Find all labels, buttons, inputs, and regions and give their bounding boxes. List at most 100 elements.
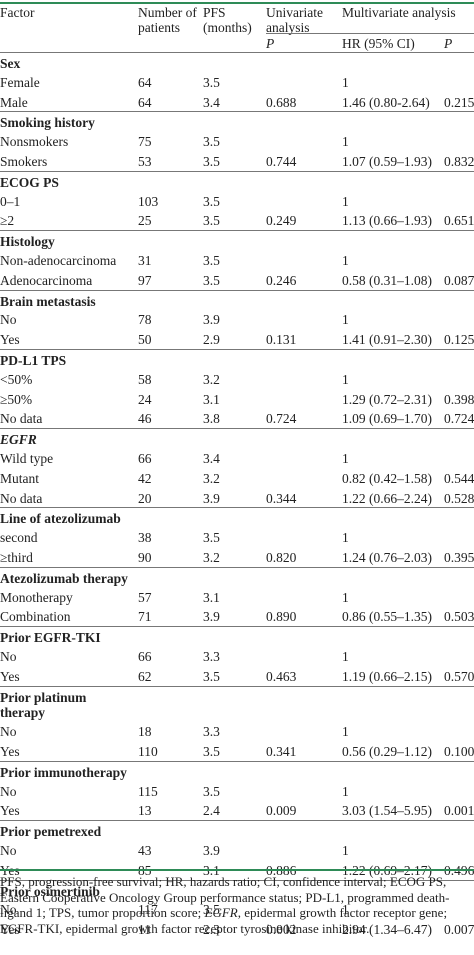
header-univariate: Univariate analysis [266, 5, 323, 35]
section-heading: PD-L1 TPS [0, 350, 474, 372]
cell-patients: 78 [138, 312, 152, 328]
header-factor: Factor [0, 5, 35, 20]
cell-pfs: 3.3 [203, 724, 220, 740]
section-rule [0, 685, 474, 687]
table-row: No 66 3.3 1 [0, 646, 474, 668]
section-heading: Brain metastasis [0, 291, 474, 313]
table-row: Non-adenocarcinoma 31 3.5 1 [0, 250, 474, 272]
cell-factor: Wild type [0, 451, 54, 466]
cell-p-multivariate: 0.007 [444, 922, 474, 938]
cell-factor: 0–1 [0, 193, 21, 209]
cell-patients: 57 [138, 589, 152, 605]
cell-pfs: 3.1 [203, 589, 220, 605]
cell-pfs: 3.5 [203, 213, 220, 229]
footnote-egfr: EGFR [204, 905, 238, 920]
table-row: Female 64 3.5 1 [0, 72, 474, 94]
cell-patients: 66 [138, 649, 152, 664]
cell-patients: 31 [138, 253, 152, 268]
section-rule [0, 230, 474, 232]
section-title: Prior EGFR-TKI [0, 630, 101, 646]
cell-factor: No [0, 649, 17, 664]
cell-patients: 97 [138, 272, 152, 288]
cell-pfs: 3.2 [203, 550, 220, 565]
cell-patients: 25 [138, 213, 152, 229]
table-row: ≥50% 24 3.1 1.29 (0.72–2.31) 0.398 [0, 389, 474, 411]
cell-hr: 1 [342, 74, 349, 90]
section-rule [0, 289, 474, 291]
cell-hr: 1.13 (0.66–1.93) [342, 213, 432, 229]
section-title: Line of atezolizumab [0, 511, 121, 527]
table-row: <50% 58 3.2 1 [0, 369, 474, 391]
section-heading: Histology [0, 231, 474, 253]
header-subrule [266, 33, 474, 34]
table-row: No 115 3.5 1 [0, 781, 474, 803]
table-row: Mutant 42 3.2 0.82 (0.42–1.58) 0.544 [0, 468, 474, 490]
section-rule [0, 820, 474, 822]
section-title: Smoking history [0, 115, 95, 131]
cell-patients: 64 [138, 74, 152, 90]
cell-pfs: 3.4 [203, 94, 220, 110]
cell-p-univariate: 0.463 [266, 668, 297, 684]
cell-patients: 53 [138, 154, 152, 169]
cell-hr: 1.24 (0.76–2.03) [342, 550, 432, 565]
table-row: Adenocarcinoma 97 3.5 0.246 0.58 (0.31–1.08)… [0, 270, 474, 292]
section-title: Sex [0, 56, 21, 71]
cell-factor: Monotherapy [0, 589, 73, 605]
section-title: Histology [0, 234, 55, 250]
cell-factor: No [0, 783, 17, 799]
cell-p-univariate: 0.002 [266, 922, 297, 938]
cell-patients: 58 [138, 371, 152, 387]
header-multivariate: Multivariate analysis [342, 5, 456, 20]
cell-p-univariate: 0.724 [266, 411, 297, 427]
section-title: EGFR [0, 432, 37, 448]
cell-hr: 1 [342, 649, 349, 664]
cell-pfs: 3.1 [203, 391, 220, 407]
table-row: Male 64 3.4 0.688 1.46 (0.80-2.64) 0.215 [0, 92, 474, 114]
cell-hr: 1 [342, 134, 349, 150]
cell-patients: 75 [138, 134, 152, 150]
cell-factor: No data [0, 490, 43, 506]
cell-hr: 0.58 (0.31–1.08) [342, 272, 432, 288]
cell-factor: ≥50% [0, 391, 33, 407]
section-heading: ECOG PS [0, 172, 474, 194]
table-row: No data 20 3.9 0.344 1.22 (0.66–2.24) 0.528 [0, 488, 474, 510]
cell-factor: Adenocarcinoma [0, 272, 93, 288]
cell-hr: 1.09 (0.69–1.70) [342, 411, 432, 427]
cell-pfs: 3.5 [203, 902, 220, 918]
cell-hr: 1.46 (0.80-2.64) [342, 94, 430, 110]
cell-patients: 43 [138, 843, 152, 859]
cell-factor: Yes [0, 803, 20, 819]
table-row: Yes 50 2.9 0.131 1.41 (0.91–2.30) 0.125 [0, 329, 474, 351]
cell-pfs: 3.5 [203, 154, 220, 169]
section-rule [0, 566, 474, 568]
cell-p-multivariate: 0.832 [444, 154, 474, 169]
cell-hr: 1 [342, 371, 349, 387]
cell-factor: ≥third [0, 550, 33, 565]
table-row: second 38 3.5 1 [0, 527, 474, 549]
cell-p-univariate: 0.249 [266, 213, 297, 229]
cell-p-univariate: 0.820 [266, 550, 297, 565]
cell-p-univariate: 0.341 [266, 744, 297, 760]
section-heading: Atezolizumab therapy [0, 568, 474, 590]
cell-p-multivariate: 0.001 [444, 803, 474, 819]
cell-pfs: 3.5 [203, 134, 220, 150]
cell-patients: 115 [138, 783, 158, 799]
table-row: Wild type 66 3.4 1 [0, 448, 474, 470]
cell-p-univariate: 0.890 [266, 609, 297, 625]
table-row: No 117 3.5 1 [0, 899, 474, 921]
cell-pfs: 3.2 [203, 470, 220, 486]
cell-p-univariate: 0.131 [266, 332, 297, 348]
cell-factor: Smokers [0, 154, 48, 169]
table-row: No 78 3.9 1 [0, 309, 474, 331]
cell-hr: 1 [342, 451, 349, 466]
section-heading: Line of atezolizumab [0, 508, 474, 530]
cell-hr: 1 [342, 902, 349, 918]
cell-p-multivariate: 0.398 [444, 391, 474, 407]
cell-pfs: 3.5 [203, 530, 220, 546]
cell-hr: 1 [342, 530, 349, 546]
cell-factor: Male [0, 94, 28, 110]
table-row: ≥2 25 3.5 0.249 1.13 (0.66–1.93) 0.651 [0, 210, 474, 232]
table-top-rule [0, 2, 474, 4]
footnote-text-2: , epidermal growth factor receptor gene;… [0, 905, 448, 936]
cell-hr: 1.19 (0.66–2.15) [342, 668, 432, 684]
